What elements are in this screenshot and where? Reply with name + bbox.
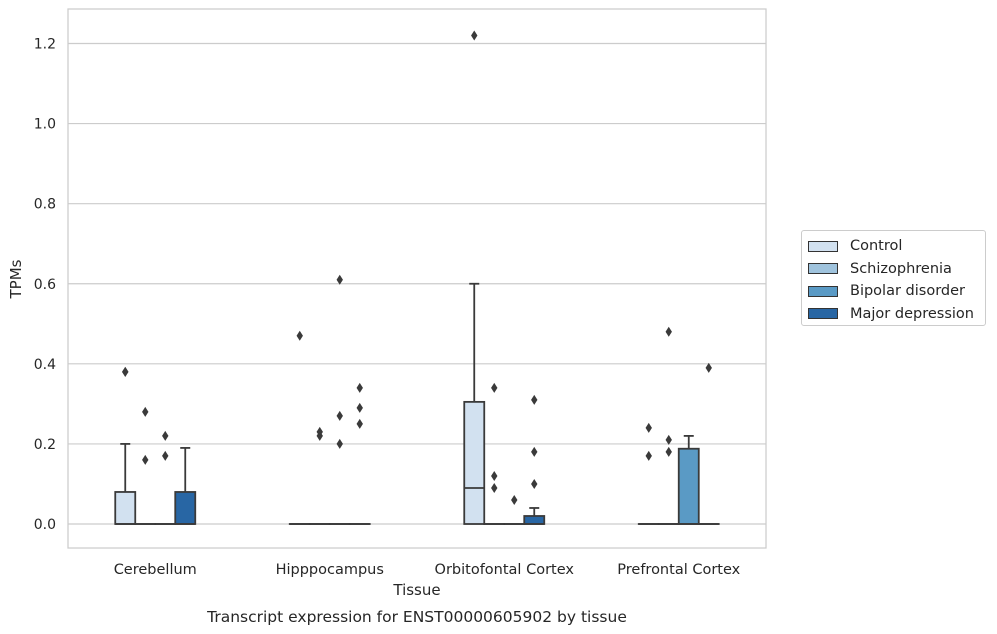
legend-item: Control xyxy=(808,235,985,258)
box-3-1 xyxy=(657,326,680,525)
box-0-0 xyxy=(114,366,137,525)
x-tick-labels: Cerebellum Hipppocampus Orbitofontal Corte… xyxy=(114,562,741,578)
y-tick-labels: 0.0 0.2 0.4 0.6 0.8 1.0 1.2 xyxy=(34,37,56,534)
outlier-point xyxy=(511,494,518,505)
outlier-point xyxy=(122,366,129,377)
x-tick-label: Cerebellum xyxy=(114,562,197,578)
outlier-point xyxy=(162,430,169,441)
x-axis-label: Tissue xyxy=(392,581,440,599)
box-1-0 xyxy=(288,330,311,525)
box-1-2 xyxy=(328,274,351,525)
box-2-1 xyxy=(483,382,506,525)
outlier-point xyxy=(356,402,363,413)
legend-label: Schizophrenia xyxy=(850,260,952,277)
outlier-point xyxy=(645,422,652,433)
box-1-1 xyxy=(308,426,331,525)
box-body xyxy=(677,447,700,525)
box-body xyxy=(463,400,486,525)
y-tick-label: 0.0 xyxy=(34,517,56,533)
box-0-2 xyxy=(154,430,177,525)
x-tick-label: Prefrontal Cortex xyxy=(617,562,740,578)
legend-swatch xyxy=(808,263,838,275)
outlier-point xyxy=(531,478,538,489)
outlier-point xyxy=(645,450,652,461)
legend-swatch xyxy=(808,240,838,252)
chart-title: Transcript expression for ENST0000060590… xyxy=(206,608,627,626)
x-tick-label: Hipppocampus xyxy=(276,562,384,578)
legend-label: Control xyxy=(850,238,903,255)
legend-label: Bipolar disorder xyxy=(850,283,965,300)
outlier-point xyxy=(142,454,149,465)
outlier-point xyxy=(336,438,343,449)
box-2-2 xyxy=(503,494,526,525)
outlier-point xyxy=(336,410,343,421)
outlier-point xyxy=(531,394,538,405)
outlier-point xyxy=(162,450,169,461)
y-axis-label: TPMs xyxy=(7,259,25,299)
outlier-point xyxy=(665,434,672,445)
box-2-0 xyxy=(463,30,486,525)
box-1-3 xyxy=(348,382,371,525)
outlier-point xyxy=(491,482,498,493)
box-body xyxy=(174,491,197,525)
outlier-point xyxy=(705,362,712,373)
y-tick-label: 0.8 xyxy=(34,197,56,213)
legend-label: Major depression xyxy=(850,305,974,322)
plot-area-frame xyxy=(67,8,767,549)
box-body xyxy=(523,515,546,525)
outlier-point xyxy=(491,470,498,481)
grid-lines xyxy=(68,42,766,525)
y-tick-label: 0.2 xyxy=(34,437,56,453)
legend-item: Bipolar disorder xyxy=(808,280,985,303)
box-2-3 xyxy=(523,394,546,525)
legend-item: Major depression xyxy=(808,303,985,326)
outlier-point xyxy=(491,382,498,393)
x-tick-label: Orbitofontal Cortex xyxy=(435,562,575,578)
box-body xyxy=(114,491,137,525)
box-0-3 xyxy=(174,447,197,525)
y-tick-label: 0.4 xyxy=(34,357,56,373)
outlier-point xyxy=(665,446,672,457)
outlier-point xyxy=(531,446,538,457)
box-3-0 xyxy=(637,422,660,525)
box-0-1 xyxy=(134,406,157,525)
chart-legend: Control Schizophrenia Bipolar disorder Majo… xyxy=(801,230,986,326)
box-plot-marks xyxy=(114,30,720,525)
y-tick-label: 0.6 xyxy=(34,277,56,293)
outlier-point xyxy=(316,426,323,437)
outlier-point xyxy=(356,382,363,393)
box-3-2 xyxy=(677,435,700,525)
box-3-3 xyxy=(697,362,720,525)
outlier-point xyxy=(665,326,672,337)
legend-item: Schizophrenia xyxy=(808,258,985,281)
outlier-point xyxy=(142,406,149,417)
outlier-point xyxy=(356,418,363,429)
y-tick-label: 1.2 xyxy=(34,37,56,53)
outlier-point xyxy=(471,30,478,41)
outlier-point xyxy=(336,274,343,285)
legend-swatch xyxy=(808,308,838,320)
outlier-point xyxy=(296,330,303,341)
y-tick-label: 1.0 xyxy=(34,117,56,133)
legend-swatch xyxy=(808,285,838,297)
